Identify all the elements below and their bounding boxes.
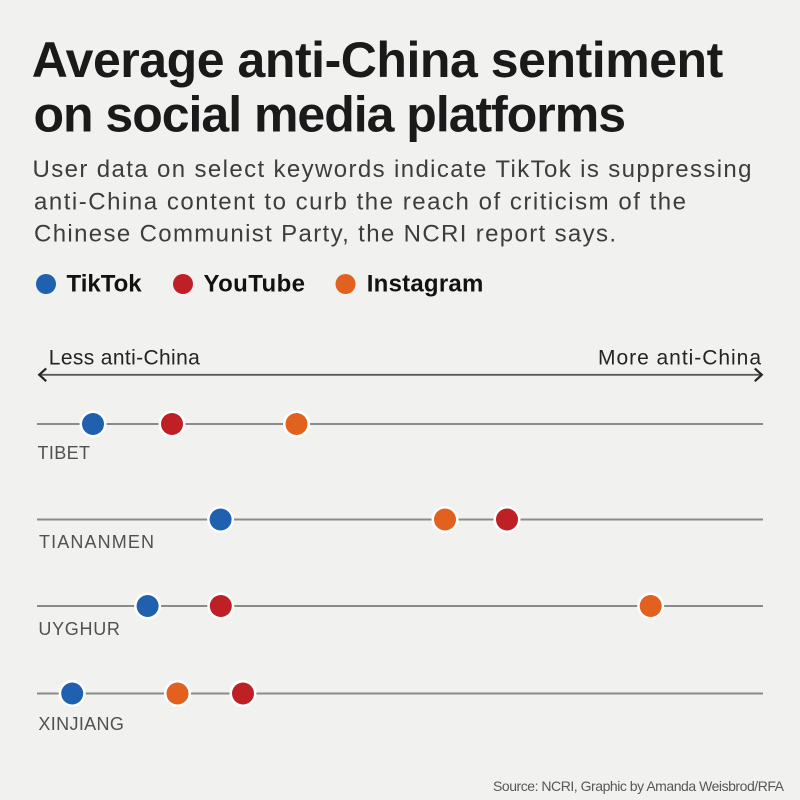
svg-text:Source: NCRI, Graphic by Amand: Source: NCRI, Graphic by Amanda Weisbrod… bbox=[493, 778, 785, 794]
svg-text:Average anti-China sentiment: Average anti-China sentiment bbox=[32, 32, 724, 88]
svg-text:Less anti-China: Less anti-China bbox=[49, 347, 200, 370]
svg-text:Chinese Communist Party, the N: Chinese Communist Party, the NCRI report… bbox=[34, 221, 616, 248]
svg-text:TIANANMEN: TIANANMEN bbox=[39, 532, 154, 552]
svg-text:TIBET: TIBET bbox=[38, 443, 91, 463]
svg-text:More anti-China: More anti-China bbox=[598, 347, 761, 370]
svg-text:UYGHUR: UYGHUR bbox=[38, 619, 120, 639]
svg-text:on social media platforms: on social media platforms bbox=[34, 87, 627, 143]
svg-text:Instagram: Instagram bbox=[367, 271, 484, 298]
svg-text:TikTok: TikTok bbox=[67, 271, 143, 298]
svg-text:User data on select keywords i: User data on select keywords indicate Ti… bbox=[33, 156, 752, 183]
svg-text:XINJIANG: XINJIANG bbox=[38, 714, 124, 734]
svg-text:YouTube: YouTube bbox=[204, 271, 306, 298]
svg-text:anti-China content to curb the: anti-China content to curb the reach of … bbox=[34, 189, 686, 216]
